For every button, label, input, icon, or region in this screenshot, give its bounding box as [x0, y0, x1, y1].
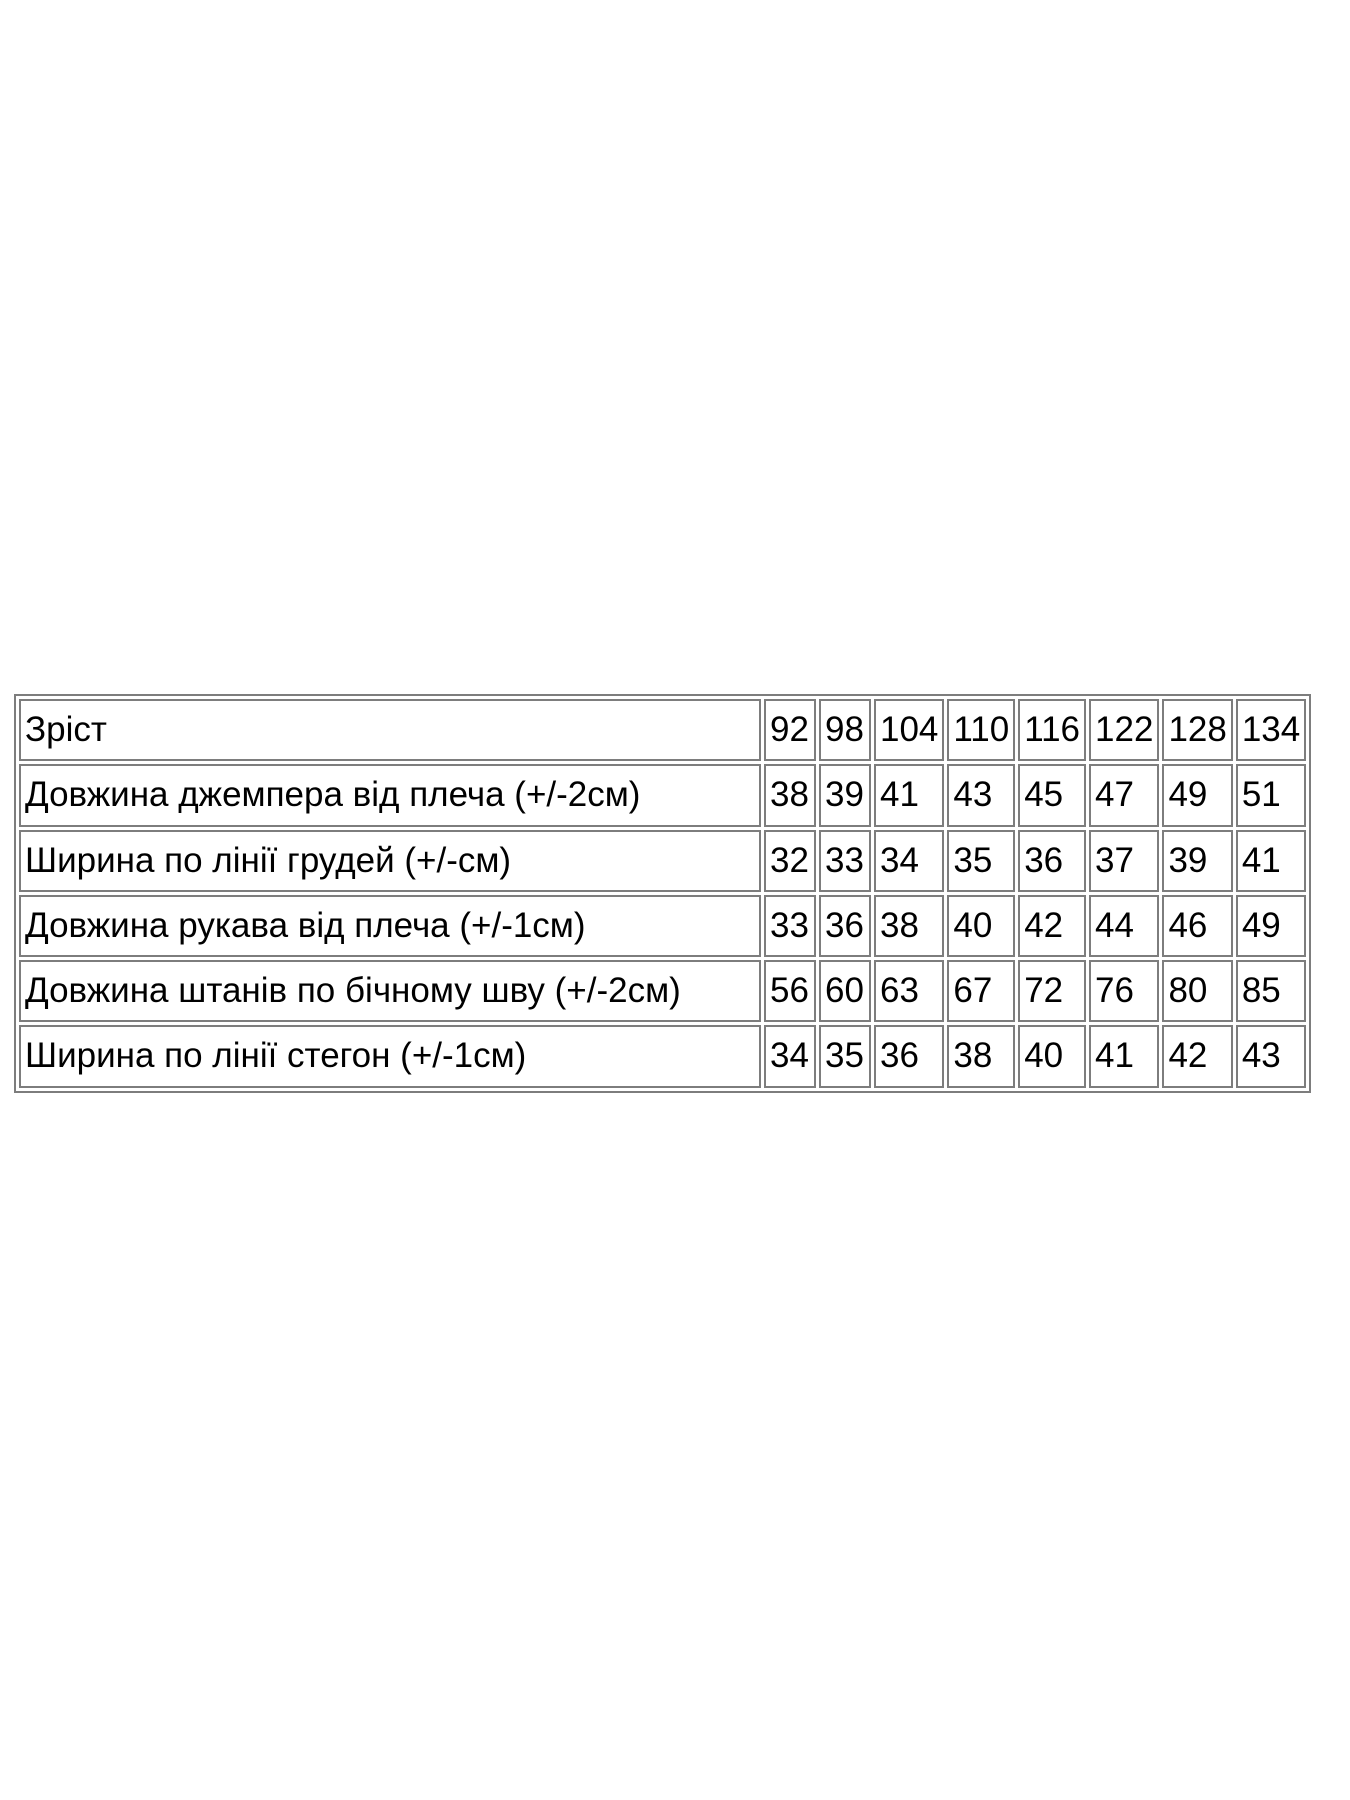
size-value-cell: 38 — [764, 764, 816, 827]
size-value-cell: 104 — [874, 699, 945, 762]
size-value-cell: 134 — [1235, 699, 1307, 762]
size-value-cell: 34 — [874, 829, 945, 892]
size-value-cell: 49 — [1235, 894, 1307, 957]
table-row-jumper-length: Довжина джемпера від плеча (+/-2см) 38 3… — [19, 764, 1307, 827]
size-value-cell: 41 — [874, 764, 945, 827]
row-label: Довжина рукава від плеча (+/-1см) — [19, 894, 761, 957]
size-chart-body: Зріст 92 98 104 110 116 122 128 134 Довж… — [19, 699, 1307, 1088]
size-value-cell: 33 — [764, 894, 816, 957]
size-value-cell: 38 — [874, 894, 945, 957]
size-value-cell: 41 — [1089, 1025, 1160, 1088]
table-row-hip-width: Ширина по лінії стегон (+/-1см) 34 35 36… — [19, 1025, 1307, 1088]
size-value-cell: 36 — [874, 1025, 945, 1088]
size-value-cell: 32 — [764, 829, 816, 892]
size-value-cell: 45 — [1018, 764, 1087, 827]
table-row-sleeve-length: Довжина рукава від плеча (+/-1см) 33 36 … — [19, 894, 1307, 957]
size-chart-table: Зріст 92 98 104 110 116 122 128 134 Довж… — [14, 694, 1312, 1093]
size-value-cell: 85 — [1235, 960, 1307, 1023]
size-value-cell: 80 — [1162, 960, 1233, 1023]
table-row-pants-length: Довжина штанів по бічному шву (+/-2см) 5… — [19, 960, 1307, 1023]
table-row-chest-width: Ширина по лінії грудей (+/-см) 32 33 34 … — [19, 829, 1307, 892]
size-value-cell: 67 — [947, 960, 1016, 1023]
size-value-cell: 40 — [1018, 1025, 1087, 1088]
size-value-cell: 46 — [1162, 894, 1233, 957]
size-value-cell: 76 — [1089, 960, 1160, 1023]
size-value-cell: 37 — [1089, 829, 1160, 892]
row-label: Ширина по лінії стегон (+/-1см) — [19, 1025, 761, 1088]
row-label: Довжина штанів по бічному шву (+/-2см) — [19, 960, 761, 1023]
size-value-cell: 43 — [947, 764, 1016, 827]
size-value-cell: 47 — [1089, 764, 1160, 827]
size-value-cell: 60 — [819, 960, 871, 1023]
size-value-cell: 122 — [1089, 699, 1160, 762]
size-value-cell: 35 — [947, 829, 1016, 892]
size-value-cell: 116 — [1018, 699, 1087, 762]
size-value-cell: 72 — [1018, 960, 1087, 1023]
size-value-cell: 40 — [947, 894, 1016, 957]
size-value-cell: 35 — [819, 1025, 871, 1088]
size-value-cell: 39 — [1162, 829, 1233, 892]
size-value-cell: 110 — [947, 699, 1016, 762]
size-value-cell: 92 — [764, 699, 816, 762]
size-value-cell: 51 — [1235, 764, 1307, 827]
size-value-cell: 42 — [1018, 894, 1087, 957]
size-value-cell: 128 — [1162, 699, 1233, 762]
size-value-cell: 42 — [1162, 1025, 1233, 1088]
row-label: Довжина джемпера від плеча (+/-2см) — [19, 764, 761, 827]
size-value-cell: 44 — [1089, 894, 1160, 957]
row-label: Ширина по лінії грудей (+/-см) — [19, 829, 761, 892]
row-label: Зріст — [19, 699, 761, 762]
size-value-cell: 36 — [819, 894, 871, 957]
table-row-height: Зріст 92 98 104 110 116 122 128 134 — [19, 699, 1307, 762]
size-value-cell: 43 — [1235, 1025, 1307, 1088]
size-value-cell: 33 — [819, 829, 871, 892]
size-value-cell: 98 — [819, 699, 871, 762]
size-value-cell: 39 — [819, 764, 871, 827]
size-value-cell: 34 — [764, 1025, 816, 1088]
size-value-cell: 63 — [874, 960, 945, 1023]
size-value-cell: 36 — [1018, 829, 1087, 892]
size-value-cell: 38 — [947, 1025, 1016, 1088]
size-value-cell: 56 — [764, 960, 816, 1023]
size-value-cell: 49 — [1162, 764, 1233, 827]
size-value-cell: 41 — [1235, 829, 1307, 892]
